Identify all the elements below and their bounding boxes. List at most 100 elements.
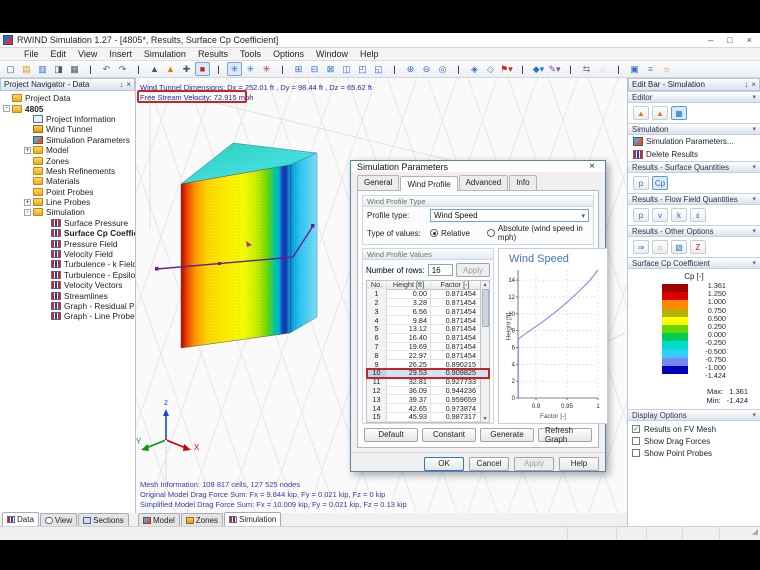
tree-item[interactable]: - Simulation: [0, 207, 135, 217]
checkbox[interactable]: [632, 437, 640, 446]
view-front-icon[interactable]: ⊟: [310, 63, 319, 74]
pin-icon[interactable]: ↓: [744, 80, 749, 89]
display-options-header[interactable]: Display Options ▾: [628, 409, 760, 422]
sep[interactable]: |: [617, 64, 620, 74]
profile-table-row[interactable]: 1 0.00 0.871454: [367, 289, 489, 299]
profile-table-row[interactable]: 12 36.09 0.944236: [367, 385, 489, 396]
minimize-button[interactable]: –: [708, 35, 714, 45]
surface-quantities-header[interactable]: Results - Surface Quantities ▾: [628, 161, 760, 173]
surface-pressure-icon[interactable]: p: [633, 176, 649, 190]
view-top-icon[interactable]: ◫: [342, 63, 351, 74]
image-icon[interactable]: ▧: [671, 240, 687, 254]
clear-z-icon[interactable]: Z: [690, 240, 706, 254]
clipping-icon[interactable]: ⇆: [582, 63, 591, 74]
editor-section-header[interactable]: Editor ▾: [628, 91, 760, 103]
display-option[interactable]: Show Drag Forces: [632, 435, 756, 447]
resize-grip[interactable]: ◢: [751, 527, 758, 536]
surface-cp-icon[interactable]: Cp: [652, 176, 668, 190]
menu-item[interactable]: Window: [316, 49, 349, 59]
flag-icon[interactable]: ⚑▾: [500, 63, 513, 74]
cp-section-header[interactable]: Surface Cp Coefficient ▾: [628, 257, 760, 269]
tree-item[interactable]: Zones: [0, 155, 135, 166]
velocity-field-icon[interactable]: v: [652, 208, 668, 222]
navigator-tab[interactable]: Data: [2, 512, 39, 526]
print-icon[interactable]: ▦: [70, 63, 79, 74]
menu-item[interactable]: Help: [360, 49, 379, 59]
profile-table-row[interactable]: 3 6.56 0.871454: [367, 306, 489, 317]
mesh-icon[interactable]: ✚: [182, 63, 191, 74]
simulation-parameters-item[interactable]: Simulation Parameters...: [628, 135, 760, 148]
velocity-vectors-icon[interactable]: ⇒: [633, 240, 649, 254]
dialog-close-icon[interactable]: ×: [589, 161, 595, 172]
tree-item[interactable]: Graph - Residual Pressure: [0, 301, 135, 311]
profile-table-row[interactable]: 6 16.40 0.871454: [367, 333, 489, 343]
edit-model-icon[interactable]: ▲: [633, 106, 649, 120]
dialog-title-bar[interactable]: Simulation Parameters ×: [351, 161, 605, 172]
menu-item[interactable]: Options: [272, 49, 304, 59]
tree-item[interactable]: Turbulence - k Field: [0, 259, 135, 269]
profile-table-row[interactable]: 13 39.37 0.959659: [367, 394, 489, 405]
profile-table-row[interactable]: 5 13.12 0.871454: [367, 324, 489, 334]
profile-table-row[interactable]: 4 9.84 0.871454: [367, 315, 489, 325]
menu-item[interactable]: Tools: [239, 49, 261, 59]
tree-item[interactable]: Simulation Parameters: [0, 135, 135, 145]
display-3d-icon[interactable]: ◆▾: [532, 63, 545, 74]
tree-item[interactable]: Streamlines: [0, 290, 135, 301]
turbulence-k-icon[interactable]: k: [671, 208, 687, 222]
zoom-in-icon[interactable]: ⊕: [406, 63, 415, 74]
tree-expander[interactable]: -: [24, 208, 31, 216]
viewport-tab[interactable]: Simulation: [224, 512, 282, 526]
wind-sim-icon[interactable]: ✳: [227, 62, 242, 76]
dialog-action-button[interactable]: Constant: [422, 427, 476, 442]
tree-item[interactable]: + Model: [0, 145, 135, 155]
dialog-action-button[interactable]: Refresh Graph: [538, 426, 592, 444]
sep[interactable]: |: [217, 64, 220, 74]
perspective-icon[interactable]: ◇: [487, 63, 494, 74]
close-icon[interactable]: ×: [126, 80, 131, 89]
profile-table-row[interactable]: 11 32.81 0.927733: [367, 377, 489, 387]
tree-item[interactable]: Project Data: [0, 93, 135, 103]
sep[interactable]: |: [569, 64, 572, 74]
profile-type-select[interactable]: Wind Speed ▾: [430, 209, 589, 222]
tree-item[interactable]: - 4805: [0, 103, 135, 114]
tree-item[interactable]: Graph - Line Probes: [0, 311, 135, 321]
edit-simulation-icon[interactable]: ▦: [671, 106, 687, 120]
tree-item[interactable]: Surface Pressure: [0, 218, 135, 228]
tree-item[interactable]: Materials: [0, 176, 135, 186]
render-mode-icon[interactable]: ◈: [471, 63, 478, 74]
sep[interactable]: |: [137, 64, 140, 74]
wind-sim3-icon[interactable]: ✳: [262, 63, 271, 74]
tree-item[interactable]: Wind Tunnel: [0, 124, 135, 134]
dialog-footer-button[interactable]: OK: [424, 456, 464, 471]
menu-item[interactable]: View: [78, 49, 98, 59]
measure-icon[interactable]: ≡: [647, 64, 654, 74]
viewport-tab[interactable]: Zones: [180, 513, 224, 526]
dialog-tab[interactable]: Info: [509, 175, 537, 190]
display-option[interactable]: ✓ Results on FV Mesh: [632, 424, 717, 434]
tree-item[interactable]: Surface Cp Coefficient: [0, 228, 135, 238]
turbulence-epsilon-icon[interactable]: ε: [690, 208, 706, 222]
profile-table-row[interactable]: 2 3.28 0.871454: [367, 298, 489, 308]
tree-expander[interactable]: +: [24, 146, 31, 154]
sep[interactable]: |: [281, 64, 284, 74]
view-side-icon[interactable]: ⊠: [326, 63, 335, 74]
view-iso-icon[interactable]: ⊞: [294, 63, 303, 74]
menu-item[interactable]: File: [24, 49, 39, 59]
profile-table-row[interactable]: 9 26.25 0.890215: [367, 359, 489, 369]
save-icon[interactable]: ▥: [38, 63, 47, 74]
number-of-rows-input[interactable]: 16: [427, 264, 453, 276]
dialog-footer-button[interactable]: Cancel: [469, 456, 509, 471]
open-folder-icon[interactable]: ▤: [22, 63, 31, 74]
sep[interactable]: |: [521, 64, 524, 74]
settings-icon[interactable]: ☼: [662, 64, 671, 74]
viewport-tab[interactable]: Model: [138, 513, 180, 526]
view-full-icon[interactable]: ◱: [374, 63, 383, 74]
pin-icon[interactable]: ↓: [119, 80, 124, 89]
print-preview-icon[interactable]: ◨: [54, 63, 63, 74]
delete-results-item[interactable]: Delete Results: [628, 148, 760, 161]
checkbox[interactable]: [632, 449, 640, 458]
sep[interactable]: |: [89, 64, 92, 74]
result-box-icon[interactable]: ▣: [630, 63, 639, 74]
maximize-button[interactable]: □: [727, 35, 733, 45]
zoom-out-icon[interactable]: ⊖: [422, 63, 431, 74]
